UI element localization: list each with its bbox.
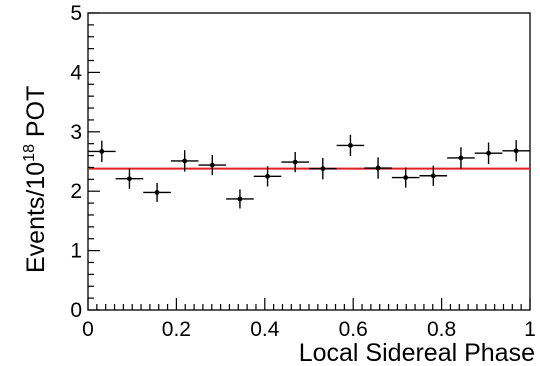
y-axis-title-main: Events/10 [22,162,50,273]
x-axis-title: Local Sidereal Phase [299,339,535,366]
y-tick-label: 2 [70,180,82,203]
data-point [336,134,365,157]
data-point [419,165,448,186]
x-tick-label: 0.2 [162,318,191,341]
x-tick-label: 0.6 [339,318,368,341]
plot-area [87,12,531,311]
y-tick-label: 1 [70,240,82,263]
x-tick-label: 0 [82,318,94,341]
data-marker [486,150,491,156]
data-point [143,182,171,202]
y-tick-label: 3 [70,121,82,144]
data-marker [513,148,519,154]
data-point [391,167,420,188]
data-point [309,157,337,180]
data-point [364,157,392,179]
data-point [253,166,282,187]
data-point [281,151,309,173]
data-point [447,147,475,169]
data-point [88,140,116,163]
data-marker [209,162,215,168]
tick-labels: 0 0.2 0.4 0.6 0.8 1 0 1 2 3 4 5 [70,2,536,341]
data-point [198,154,227,176]
data-marker [182,158,188,164]
y-tick-label: 5 [70,2,82,25]
x-tick-label: 0.8 [427,318,456,341]
data-marker [154,189,160,195]
data-marker [292,159,298,165]
y-tick-label: 4 [70,61,82,84]
data-marker [320,166,326,172]
x-tick-label: 0.4 [250,318,280,341]
data-point [115,168,144,189]
data-marker [458,155,464,161]
axis-ticks [87,12,531,311]
data-marker [99,149,105,154]
data-point [474,142,503,164]
data-marker [127,176,132,182]
data-marker [265,173,270,179]
y-axis-title-exponent: 18 [21,144,38,162]
data-marker [430,173,436,179]
data-point [226,189,254,209]
y-axis-title: Events/1018 POT [21,86,50,273]
data-point [170,150,199,172]
data-marker [348,143,353,148]
y-axis-title-unit: POT [22,86,50,144]
data-marker [403,175,409,180]
x-tick-label: 1 [524,318,536,341]
y-tick-label: 0 [70,299,82,322]
data-marker [237,196,243,202]
data-point [502,140,530,162]
data-marker [375,165,381,171]
